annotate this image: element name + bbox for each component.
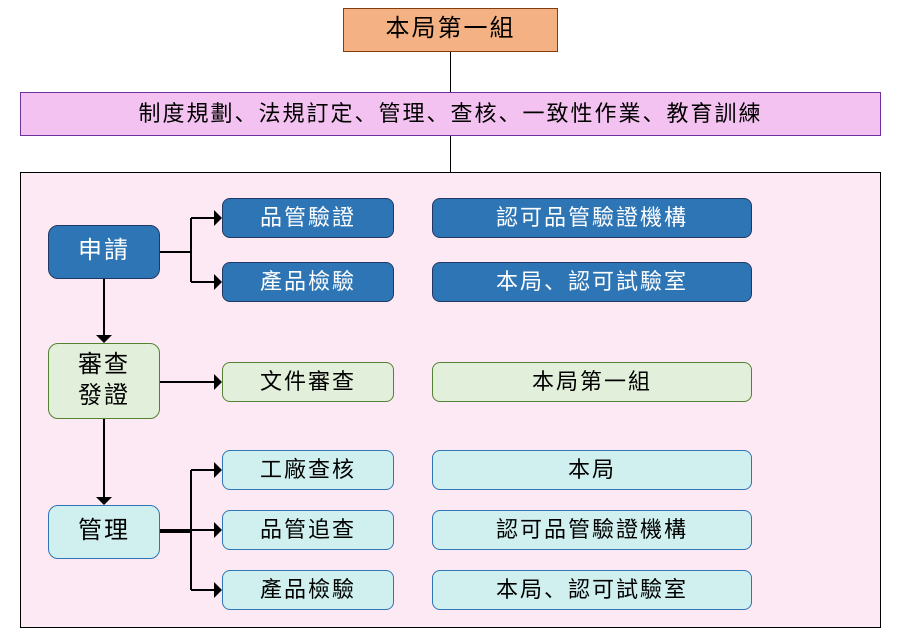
- node-org5: 認可品管驗證機構: [432, 510, 752, 550]
- edge-line: [160, 251, 191, 253]
- arrowhead-icon: [214, 374, 222, 390]
- node-label: 品管追查: [260, 516, 356, 545]
- node-qc_track: 品管追查: [222, 510, 394, 550]
- arrowhead-icon: [96, 335, 112, 343]
- node-manage: 管理: [48, 505, 160, 559]
- edge-line: [190, 218, 192, 252]
- edge-line: [450, 136, 452, 172]
- node-label: 認可品管驗證機構: [496, 516, 688, 545]
- node-org4: 本局: [432, 450, 752, 490]
- node-label: 工廠查核: [260, 456, 356, 485]
- node-top: 本局第一組: [343, 8, 558, 52]
- node-label: 認可品管驗證機構: [496, 204, 688, 233]
- edge-line: [160, 381, 216, 383]
- edge-line: [191, 281, 216, 283]
- node-label: 文件審查: [260, 368, 356, 397]
- node-label: 本局第一組: [532, 368, 652, 397]
- node-org3: 本局第一組: [432, 362, 752, 402]
- edge-line: [191, 469, 216, 471]
- node-label: 審查 發證: [78, 350, 130, 412]
- node-qc_cert: 品管驗證: [222, 198, 394, 238]
- arrowhead-icon: [214, 522, 222, 538]
- node-org2: 本局、認可試驗室: [432, 262, 752, 302]
- node-label: 本局: [568, 456, 616, 485]
- node-label: 品管驗證: [260, 204, 356, 233]
- edge-line: [190, 532, 192, 590]
- node-org6: 本局、認可試驗室: [432, 570, 752, 610]
- node-label: 制度規劃、法規訂定、管理、查核、一致性作業、教育訓練: [138, 100, 762, 129]
- node-prod_insp2: 產品檢驗: [222, 570, 394, 610]
- node-label: 產品檢驗: [260, 268, 356, 297]
- node-label: 申請: [78, 236, 130, 267]
- node-prod_insp1: 產品檢驗: [222, 262, 394, 302]
- node-apply: 申請: [48, 225, 160, 279]
- edge-line: [103, 279, 105, 337]
- node-label: 產品檢驗: [260, 576, 356, 605]
- arrowhead-icon: [214, 274, 222, 290]
- node-doc_rev: 文件審查: [222, 362, 394, 402]
- node-fact_aud: 工廠查核: [222, 450, 394, 490]
- edge-line: [190, 252, 192, 282]
- diagram-canvas: 本局第一組制度規劃、法規訂定、管理、查核、一致性作業、教育訓練申請審查 發證管理…: [0, 0, 901, 644]
- edge-line: [190, 470, 192, 532]
- node-label: 本局、認可試驗室: [496, 576, 688, 605]
- edge-line: [191, 589, 216, 591]
- node-banner: 制度規劃、法規訂定、管理、查核、一致性作業、教育訓練: [20, 92, 881, 136]
- edge-line: [191, 217, 216, 219]
- arrowhead-icon: [214, 210, 222, 226]
- edge-line: [450, 52, 452, 92]
- node-org1: 認可品管驗證機構: [432, 198, 752, 238]
- node-label: 本局、認可試驗室: [496, 268, 688, 297]
- arrowhead-icon: [214, 462, 222, 478]
- node-review: 審查 發證: [48, 343, 160, 419]
- arrowhead-icon: [214, 582, 222, 598]
- edge-line: [160, 531, 191, 533]
- arrowhead-icon: [96, 497, 112, 505]
- edge-line: [103, 419, 105, 499]
- node-label: 管理: [78, 516, 130, 547]
- node-label: 本局第一組: [386, 14, 516, 45]
